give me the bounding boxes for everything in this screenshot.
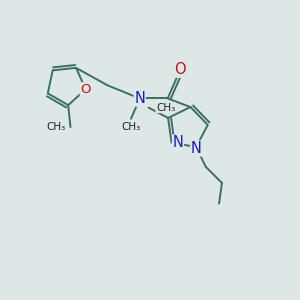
Text: N: N bbox=[191, 141, 202, 156]
Text: N: N bbox=[172, 135, 184, 150]
Text: N: N bbox=[134, 91, 145, 106]
Text: O: O bbox=[80, 83, 91, 96]
Text: O: O bbox=[174, 62, 185, 77]
Text: CH₃: CH₃ bbox=[47, 122, 66, 132]
Text: CH₃: CH₃ bbox=[122, 122, 141, 132]
Text: CH₃: CH₃ bbox=[156, 103, 175, 112]
